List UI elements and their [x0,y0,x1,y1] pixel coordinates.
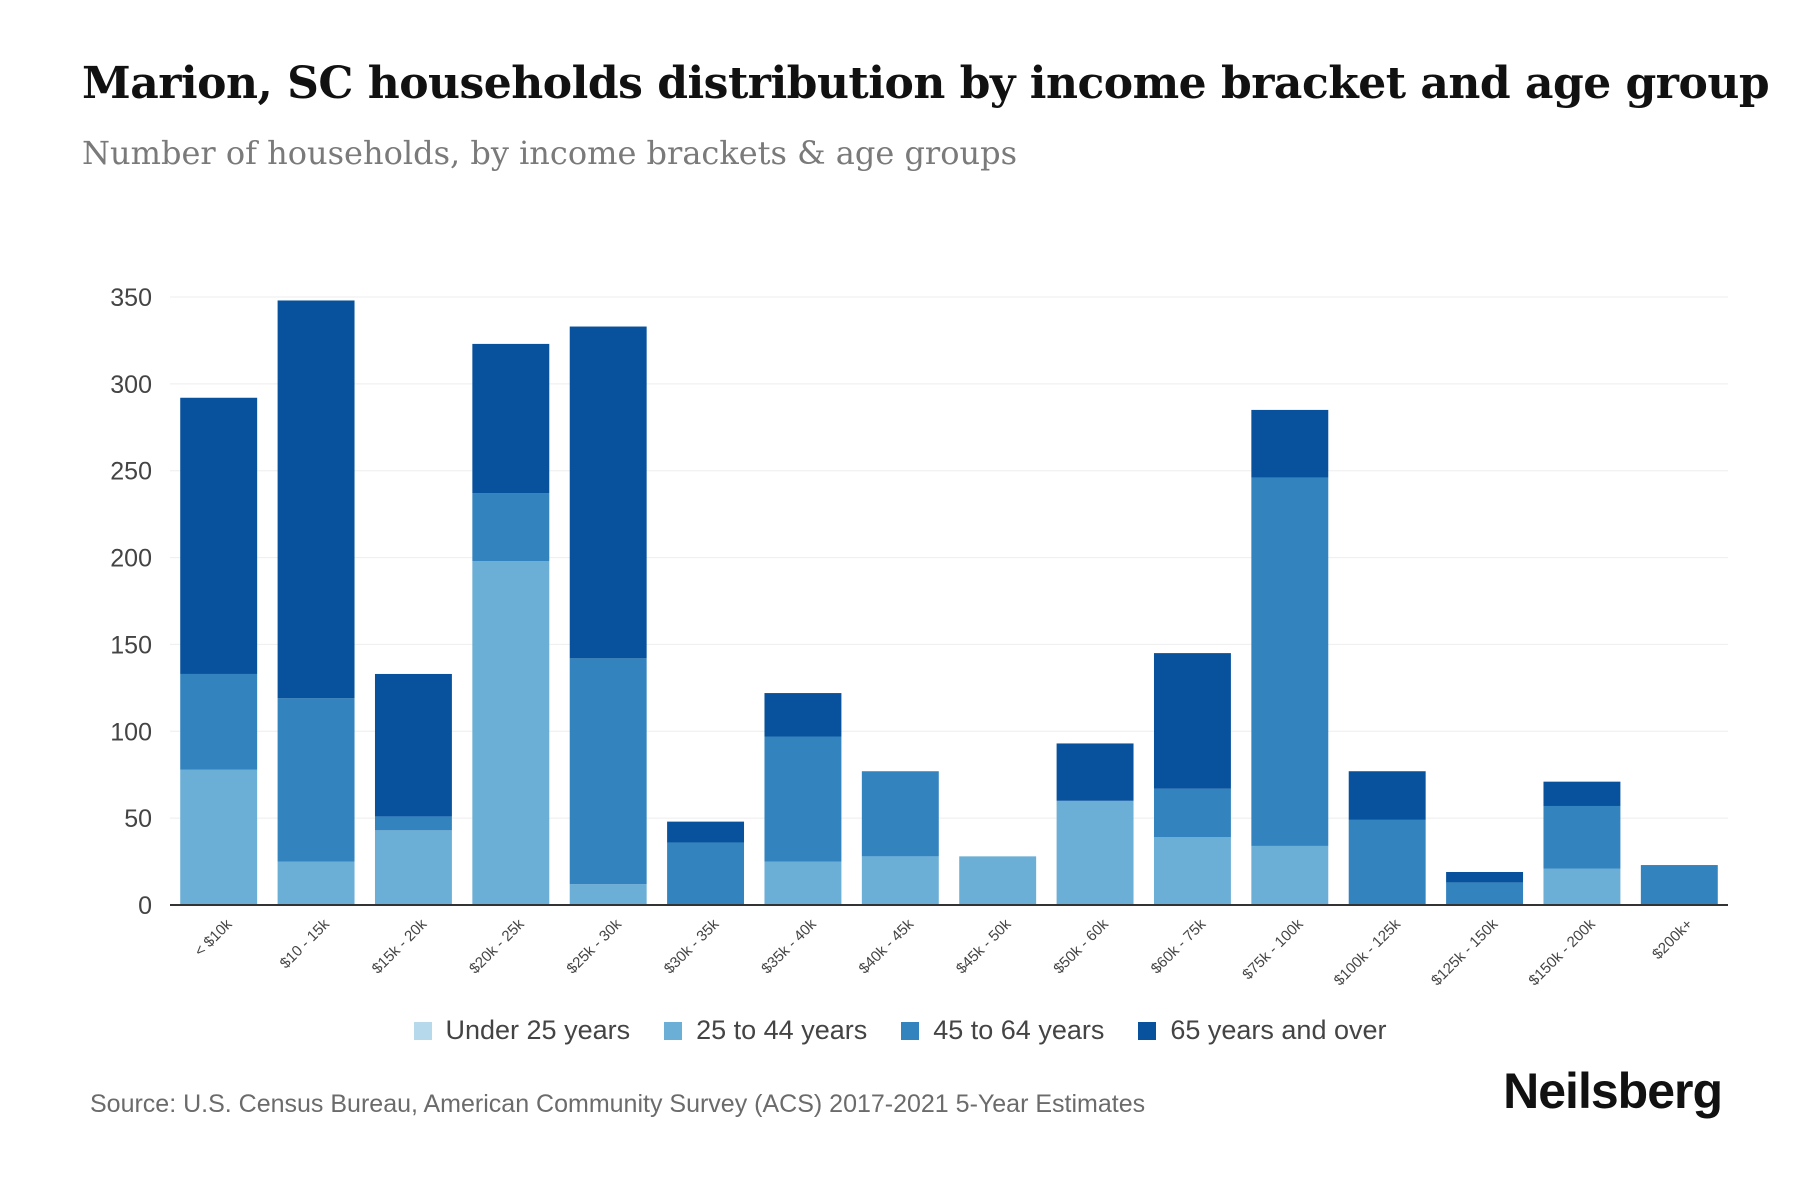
bar-segment [569,326,647,659]
bar-segment [1446,871,1524,883]
bar-segment [1251,845,1329,905]
chart-subtitle: Number of households, by income brackets… [82,134,1017,172]
x-tick-label: $60k - 75k [1148,915,1210,977]
y-tick-label: 0 [138,892,152,920]
bar-segment [764,861,842,905]
bar-segment [277,300,355,699]
x-tick-label: $75k - 100k [1239,915,1307,983]
y-tick-label: 350 [110,284,152,312]
bar-segment [1348,819,1426,905]
bar-segment [1153,788,1231,838]
bar-segment [374,673,452,817]
y-tick-label: 150 [110,631,152,659]
y-tick-label: 300 [110,371,152,399]
x-tick-label: $30k - 35k [661,915,723,977]
legend: Under 25 years 25 to 44 years 45 to 64 y… [0,1015,1800,1046]
x-tick-label: $10 - 15k [277,915,334,972]
bar-segment [180,769,258,905]
bar-segment [1056,800,1134,905]
brand-logo: Neilsberg [1503,1063,1723,1119]
y-tick-label: 50 [124,805,152,833]
bar-segment [861,771,939,857]
legend-item-65-and-over: 65 years and over [1138,1015,1387,1046]
y-tick-label: 100 [110,718,152,746]
bar-segment [1153,653,1231,789]
legend-item-under-25: Under 25 years [413,1015,631,1046]
x-tick-label: $50k - 60k [1050,915,1112,977]
bar-segment [569,658,647,885]
x-tick-label: $45k - 50k [953,915,1015,977]
legend-swatch-under-25 [413,1021,432,1040]
bar-segment [1056,743,1134,801]
bar-segment [764,736,842,862]
bar-segment [277,698,355,862]
bar-segment [472,493,550,562]
legend-label-25-to-44: 25 to 44 years [696,1015,868,1045]
x-tick-label: $200k+ [1649,916,1696,963]
x-tick-label: $150k - 200k [1525,915,1599,989]
bar-segment [472,561,550,905]
bar-segment [1543,868,1621,905]
bar-segment [667,842,745,905]
legend-item-25-to-44: 25 to 44 years [664,1015,867,1046]
y-tick-label: 200 [110,545,152,573]
chart-title: Marion, SC households distribution by in… [82,58,1770,109]
x-tick-label: $40k - 45k [856,915,918,977]
bar-segment [1446,882,1524,905]
bar-segment [374,816,452,831]
legend-item-45-to-64: 45 to 64 years [901,1015,1104,1046]
bar-segment [1251,477,1329,846]
legend-label-under-25: Under 25 years [445,1015,631,1045]
bar-segment [569,884,647,905]
bar-segment [959,856,1037,905]
bar-segment [1251,409,1329,478]
x-tick-label: $125k - 150k [1428,915,1502,989]
legend-label-45-to-64: 45 to 64 years [933,1015,1105,1045]
bar-segment [180,673,258,770]
y-tick-label: 250 [110,458,152,486]
bar-segment [472,343,550,494]
bar-segment [1543,805,1621,869]
legend-swatch-45-to-64 [901,1021,920,1040]
bar-segment [861,856,939,905]
legend-swatch-65-and-over [1138,1021,1157,1040]
x-tick-label: $25k - 30k [563,915,625,977]
bar-segment [1153,837,1231,905]
x-tick-label: $15k - 20k [369,915,431,977]
legend-label-65-and-over: 65 years and over [1170,1015,1387,1045]
x-tick-label: $20k - 25k [466,915,528,977]
x-tick-label: $35k - 40k [758,915,820,977]
stacked-bar-chart: 0 50 100 150 200 250 300 350 < $10k $10 - 15k $15… [110,284,1728,989]
bar-segment [1348,771,1426,820]
source-note: Source: U.S. Census Bureau, American Com… [90,1090,1146,1118]
x-tick-label: < $10k [191,915,236,960]
y-axis-ticks: 0 50 100 150 200 250 300 350 [110,284,152,920]
legend-swatch-25-to-44 [664,1021,683,1040]
bar-segment [667,821,745,843]
bar-segment [1640,865,1718,905]
bars [180,300,1718,905]
bar-segment [1543,781,1621,806]
x-axis-ticks: < $10k $10 - 15k $15k - 20k $20k - 25k $25k … [191,915,1696,989]
x-tick-label: $100k - 125k [1331,915,1405,989]
bar-segment [764,693,842,737]
bar-segment [277,861,355,905]
bar-segment [374,830,452,905]
bar-segment [180,397,258,674]
